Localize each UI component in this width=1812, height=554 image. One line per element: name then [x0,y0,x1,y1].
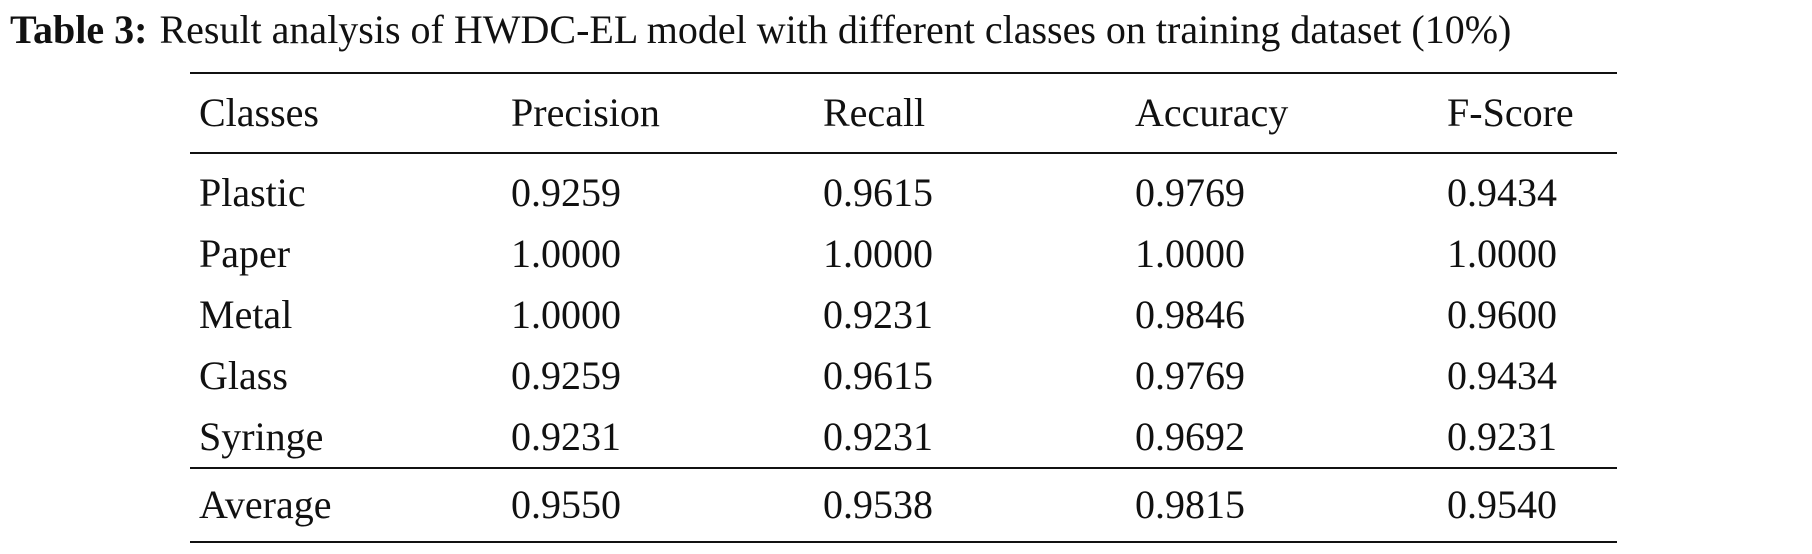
cell-accuracy: 1.0000 [1135,231,1245,276]
cell-recall: 0.9615 [823,353,933,398]
results-table: Classes Precision Recall Accuracy F-Scor… [190,72,1617,543]
cell-accuracy: 0.9692 [1135,414,1245,459]
footer-f-score: 0.9540 [1447,482,1557,527]
cell-f-score: 0.9434 [1447,170,1557,215]
cell-precision: 0.9259 [511,170,621,215]
header-accuracy: Accuracy [1135,90,1289,135]
cell-recall: 0.9615 [823,170,933,215]
table-row: Paper 1.0000 1.0000 1.0000 1.0000 [190,223,1617,284]
header-classes: Classes [199,90,319,135]
table-row: Metal 1.0000 0.9231 0.9846 0.9600 [190,284,1617,345]
cell-class: Metal [199,292,293,337]
cell-recall: 1.0000 [823,231,933,276]
caption-label: Table 3: [10,7,148,52]
cell-class: Glass [199,353,288,398]
cell-f-score: 0.9231 [1447,414,1557,459]
header-recall: Recall [823,90,926,135]
table-row: Plastic 0.9259 0.9615 0.9769 0.9434 [190,153,1617,223]
table-row: Syringe 0.9231 0.9231 0.9692 0.9231 [190,406,1617,468]
cell-recall: 0.9231 [823,414,933,459]
table-footer-row: Average 0.9550 0.9538 0.9815 0.9540 [190,468,1617,542]
cell-accuracy: 0.9769 [1135,170,1245,215]
table-row: Glass 0.9259 0.9615 0.9769 0.9434 [190,345,1617,406]
cell-f-score: 0.9600 [1447,292,1557,337]
cell-accuracy: 0.9846 [1135,292,1245,337]
header-f-score: F-Score [1447,90,1574,135]
cell-precision: 1.0000 [511,231,621,276]
table-header-row: Classes Precision Recall Accuracy F-Scor… [190,73,1617,153]
cell-class: Paper [199,231,291,276]
footer-label: Average [199,482,332,527]
cell-class: Plastic [199,170,306,215]
header-precision: Precision [511,90,660,135]
cell-precision: 1.0000 [511,292,621,337]
footer-recall: 0.9538 [823,482,933,527]
table-caption: Table 3: Result analysis of HWDC-EL model… [10,4,1810,56]
cell-f-score: 1.0000 [1447,231,1557,276]
footer-accuracy: 0.9815 [1135,482,1245,527]
cell-recall: 0.9231 [823,292,933,337]
footer-precision: 0.9550 [511,482,621,527]
results-table-container: Classes Precision Recall Accuracy F-Scor… [190,72,1617,543]
cell-accuracy: 0.9769 [1135,353,1245,398]
cell-class: Syringe [199,414,324,459]
cell-precision: 0.9231 [511,414,621,459]
caption-text: Result analysis of HWDC-EL model with di… [159,7,1512,52]
cell-precision: 0.9259 [511,353,621,398]
cell-f-score: 0.9434 [1447,353,1557,398]
